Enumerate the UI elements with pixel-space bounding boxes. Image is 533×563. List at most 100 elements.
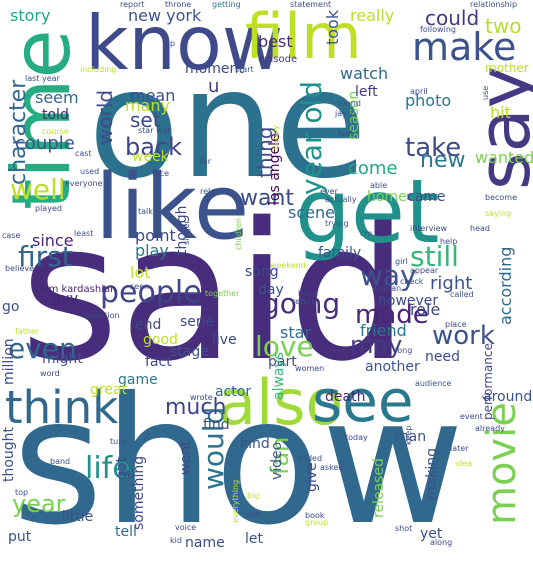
word-singer: singer <box>182 220 191 245</box>
word-wanted: wanted <box>475 148 533 167</box>
word-report: report <box>120 0 145 9</box>
word-kind: kind <box>240 436 270 452</box>
word-one: one <box>88 38 368 212</box>
word-last-year: last year <box>25 74 60 83</box>
word-going: going <box>262 287 341 320</box>
word-yet: yet <box>420 526 443 542</box>
word-able: able <box>370 181 388 190</box>
word-already: already <box>475 424 505 433</box>
word-together: together <box>205 289 240 298</box>
word-want: want <box>240 186 295 211</box>
word-year: year <box>12 490 66 518</box>
word-star-war: star war <box>138 126 171 135</box>
word-think: think <box>5 381 119 434</box>
word-seen: seen <box>130 282 150 291</box>
word-little: little <box>62 509 94 525</box>
word-played: played <box>35 204 62 213</box>
word-u: u <box>208 76 220 97</box>
word-since: since <box>32 231 74 250</box>
word-feel: feel <box>338 129 353 138</box>
word-song: song <box>245 264 279 280</box>
word-new-york: new york <box>128 6 202 25</box>
word-hand: hand <box>298 289 319 298</box>
word-best: best <box>258 32 293 51</box>
word-went: went <box>178 440 194 475</box>
word-make: make <box>412 25 517 69</box>
word-go: go <box>2 299 20 315</box>
word-moment: moment <box>185 61 244 77</box>
word-film: film <box>245 0 362 73</box>
word-actually: actually <box>325 195 357 204</box>
word-asked: asked <box>320 463 344 472</box>
word-interview: interview <box>410 224 448 233</box>
word-star: star <box>280 323 311 342</box>
word-check: check <box>400 277 424 286</box>
word-performance: performance <box>481 343 495 420</box>
word-scene: scene <box>288 203 335 222</box>
word-right: right <box>430 273 473 294</box>
word-need: need <box>425 349 460 365</box>
word-ever: ever <box>320 187 338 196</box>
word-role: role <box>410 300 441 319</box>
word-help: help <box>440 237 458 246</box>
word-man: man <box>395 429 427 445</box>
word-end: end <box>135 317 162 333</box>
word-guy: guy <box>52 291 79 307</box>
word-even: even <box>8 332 77 365</box>
word-return: return <box>292 297 317 306</box>
word-girl: girl <box>395 257 408 266</box>
word-word: word <box>40 369 60 378</box>
word-work: work <box>432 321 495 351</box>
word-name: name <box>185 535 225 551</box>
word-put: put <box>8 529 32 545</box>
word-seem: seem <box>35 88 79 107</box>
word-get: get <box>295 160 440 263</box>
word-family: family <box>318 245 362 261</box>
word-weekend: weekend <box>270 261 306 270</box>
word-show: show <box>12 361 465 563</box>
word-set: set <box>130 108 161 132</box>
word-cast: cast <box>75 149 92 158</box>
word-always: always <box>271 351 287 400</box>
word-appear: appear <box>410 266 439 275</box>
word-life: life <box>85 451 131 486</box>
word-kid: kid <box>170 536 182 545</box>
word-million: million <box>1 338 17 385</box>
word-part: part <box>268 354 297 370</box>
word-released: released <box>371 458 387 518</box>
word-question: question <box>85 311 120 320</box>
word-turn: turn <box>110 437 127 446</box>
word-women: women <box>295 364 325 373</box>
word-got: got <box>114 457 130 480</box>
word-live: live <box>212 332 237 348</box>
word-actor: actor <box>215 384 252 400</box>
word-least: least <box>74 229 94 238</box>
word-group: group <box>305 518 329 527</box>
word-kim-kardashian: kim kardashian <box>40 284 117 295</box>
word-trying: trying <box>325 219 349 228</box>
word-voice: voice <box>175 523 197 532</box>
word-around: around <box>483 389 533 405</box>
word-photo: photo <box>405 91 452 110</box>
word-far: far <box>200 157 212 166</box>
word-father: father <box>15 327 40 336</box>
word-april: april <box>410 87 428 96</box>
word-i-m: i'm <box>360 229 373 238</box>
word-including: including <box>80 65 117 74</box>
word-book: book <box>305 511 325 520</box>
word-let: let <box>245 531 263 547</box>
word-movie: movie <box>479 402 525 525</box>
word-came: came <box>407 189 446 205</box>
word-band: band <box>50 457 71 466</box>
word-big: big <box>247 491 260 500</box>
word-mother: mother <box>485 61 529 75</box>
word-children: children <box>234 217 243 250</box>
word-statement: statement <box>290 0 332 9</box>
word-week: week <box>132 149 169 165</box>
word-might: might <box>42 351 83 367</box>
word-relationship: relationship <box>470 0 518 9</box>
word-found: found <box>338 99 361 108</box>
word-talk: talk <box>138 207 153 216</box>
word-much: much <box>165 395 227 420</box>
word-way: way <box>360 259 417 292</box>
